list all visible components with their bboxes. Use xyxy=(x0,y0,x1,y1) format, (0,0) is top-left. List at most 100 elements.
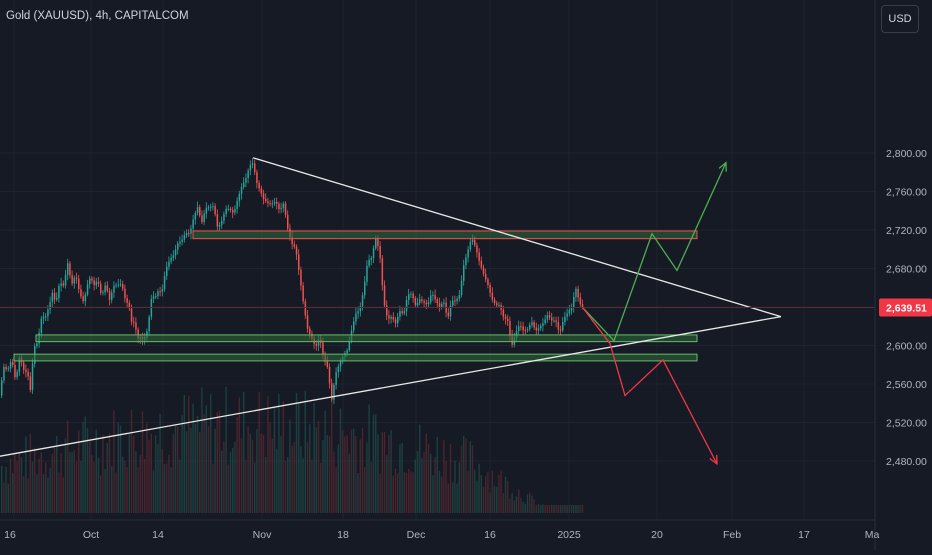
candle-body xyxy=(126,298,128,303)
volume-bar xyxy=(201,387,203,513)
volume-bar xyxy=(333,451,335,513)
candle-body xyxy=(49,302,51,310)
volume-bar xyxy=(113,410,115,513)
candle-body xyxy=(234,208,236,213)
volume-bar xyxy=(170,467,172,513)
candle-body xyxy=(460,280,463,295)
volume-bar xyxy=(328,436,331,513)
volume-bar xyxy=(392,475,394,513)
candle-body xyxy=(3,366,5,381)
volume-bar xyxy=(271,438,273,513)
volume-bar xyxy=(287,457,289,513)
candle-body xyxy=(60,283,62,286)
candle-body xyxy=(284,203,287,215)
candle-body xyxy=(75,277,78,279)
volume-bar xyxy=(243,391,245,513)
volume-bar xyxy=(104,469,106,513)
candle-body xyxy=(157,291,159,297)
candle-body xyxy=(203,213,205,223)
candle-body xyxy=(524,330,527,332)
volume-bar xyxy=(166,463,168,513)
candle-body xyxy=(542,323,544,326)
volume-bar xyxy=(47,477,49,513)
candle-body xyxy=(148,316,150,332)
candle-body xyxy=(212,206,214,208)
volume-bar xyxy=(14,454,16,513)
candle-body xyxy=(566,313,568,317)
candle-body xyxy=(174,249,177,256)
currency-button[interactable]: USD xyxy=(881,5,919,33)
candle-body xyxy=(229,208,232,210)
candle-body xyxy=(16,371,18,378)
candle-body xyxy=(95,281,98,286)
y-tick-label: 2,680.00 xyxy=(886,264,927,276)
volume-bar xyxy=(359,439,361,513)
candle-body xyxy=(306,315,309,329)
candle-body xyxy=(45,316,47,318)
volume-bar xyxy=(320,463,322,513)
volume-bar xyxy=(289,419,291,513)
candle-body xyxy=(181,239,183,242)
candle-body xyxy=(210,206,212,208)
candle-body xyxy=(581,304,584,308)
candle-body xyxy=(152,296,155,299)
volume-bar xyxy=(570,505,573,513)
volume-bar xyxy=(179,459,181,513)
candle-body xyxy=(267,201,269,204)
volume-bar xyxy=(452,482,454,513)
volume-bar xyxy=(196,415,199,513)
candle-body xyxy=(359,306,362,312)
candle-body xyxy=(161,289,164,292)
candle-body xyxy=(562,322,564,331)
volume-bar xyxy=(144,459,146,513)
volume-bar xyxy=(62,477,64,513)
volume-bar xyxy=(95,429,97,513)
volume-bar xyxy=(159,413,161,513)
volume-bar xyxy=(89,440,91,513)
volume-bar xyxy=(106,443,108,513)
volume-bar xyxy=(29,433,31,513)
volume-bar xyxy=(562,505,564,513)
candle-body xyxy=(240,187,243,194)
candle-body xyxy=(507,318,509,322)
candle-body xyxy=(443,302,445,304)
candle-body xyxy=(104,285,106,293)
candle-body xyxy=(254,163,256,173)
volume-bar xyxy=(337,444,339,513)
volume-bar xyxy=(454,460,456,513)
volume-bar xyxy=(203,413,205,513)
volume-bar xyxy=(324,410,326,513)
candle-body xyxy=(504,316,507,319)
volume-bar xyxy=(383,431,386,513)
volume-bar xyxy=(117,422,119,513)
candle-body xyxy=(271,203,274,205)
candle-body xyxy=(447,312,450,317)
volume-bar xyxy=(155,435,157,513)
candle-body xyxy=(573,296,575,308)
resistance-zone xyxy=(192,230,698,240)
volume-bar xyxy=(460,445,463,513)
candle-body xyxy=(386,305,388,316)
volume-bar xyxy=(370,462,372,513)
candle-body xyxy=(14,365,16,378)
candle-body xyxy=(163,276,166,290)
volume-bar xyxy=(487,471,489,513)
volume-bar xyxy=(401,442,403,513)
candle-body xyxy=(482,267,485,274)
volume-bar xyxy=(397,473,399,513)
candle-body xyxy=(133,321,135,323)
volume-bar xyxy=(544,505,546,513)
candle-body xyxy=(414,298,417,306)
candle-body xyxy=(416,302,419,306)
volume-bar xyxy=(291,445,293,513)
volume-bar xyxy=(256,429,258,513)
candle-body xyxy=(249,165,252,171)
volume-bar xyxy=(276,448,278,513)
candle-body xyxy=(375,238,377,249)
volume-bar xyxy=(496,486,498,513)
last-price-label: 2,639.51 xyxy=(886,302,927,314)
candle-body xyxy=(438,303,441,307)
x-tick-label: 16 xyxy=(484,529,496,541)
